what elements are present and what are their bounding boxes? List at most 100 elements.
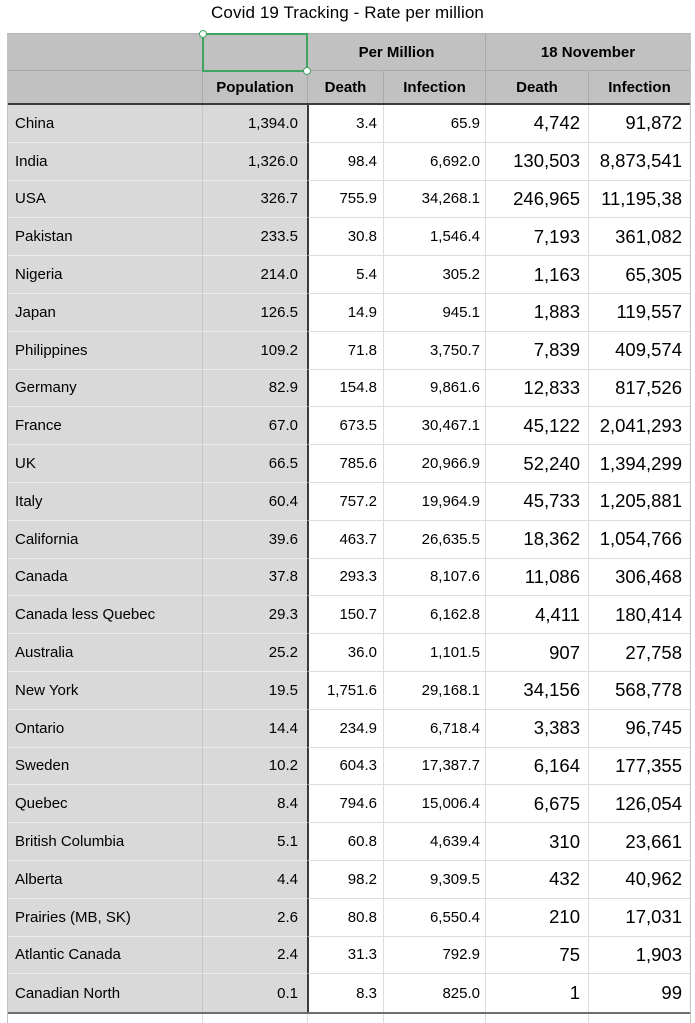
empty-cell[interactable] (202, 1014, 307, 1023)
country-cell[interactable]: Australia (8, 634, 202, 672)
date-group-header[interactable]: 18 November (485, 34, 690, 70)
country-cell[interactable]: Pakistan (8, 218, 202, 257)
pm-infection-cell[interactable]: 945.1 (383, 293, 485, 332)
population-cell[interactable]: 25.2 (202, 634, 307, 672)
nov-infection-cell[interactable]: 8,873,541 (588, 142, 690, 181)
country-cell[interactable]: Japan (8, 293, 202, 332)
nov-death-cell[interactable]: 18,362 (485, 520, 588, 559)
nov-death-cell[interactable]: 310 (485, 823, 588, 861)
country-cell[interactable]: Germany (8, 369, 202, 408)
pm-infection-cell[interactable]: 1,101.5 (383, 634, 485, 672)
population-cell[interactable]: 109.2 (202, 331, 307, 370)
selected-cell-highlight[interactable] (199, 30, 311, 75)
nov-death-cell[interactable]: 4,411 (485, 596, 588, 635)
nov-infection-cell[interactable]: 1,394,299 (588, 445, 690, 483)
nov-death-cell[interactable]: 34,156 (485, 671, 588, 710)
country-cell[interactable]: Italy (8, 482, 202, 521)
country-cell[interactable]: Sweden (8, 747, 202, 786)
nov-infection-cell[interactable]: 568,778 (588, 671, 690, 710)
pm-infection-cell[interactable]: 792.9 (383, 936, 485, 975)
pm-infection-cell[interactable]: 26,635.5 (383, 520, 485, 559)
pm-infection-cell[interactable]: 19,964.9 (383, 482, 485, 521)
nov-infection-cell[interactable]: 119,557 (588, 293, 690, 332)
pm-infection-cell[interactable]: 8,107.6 (383, 558, 485, 597)
country-cell[interactable]: India (8, 142, 202, 181)
country-cell[interactable]: Canada (8, 558, 202, 597)
pm-death-cell[interactable]: 80.8 (307, 898, 383, 937)
pm-infection-column-header[interactable]: Infection (383, 71, 485, 103)
corner-header-cell[interactable] (8, 34, 202, 70)
population-cell[interactable]: 60.4 (202, 482, 307, 521)
country-cell[interactable]: France (8, 407, 202, 446)
pm-death-cell[interactable]: 36.0 (307, 634, 383, 672)
pm-death-cell[interactable]: 757.2 (307, 482, 383, 521)
pm-death-cell[interactable]: 604.3 (307, 747, 383, 786)
population-cell[interactable]: 39.6 (202, 520, 307, 559)
nov-infection-column-header[interactable]: Infection (588, 71, 690, 103)
pm-death-cell[interactable]: 755.9 (307, 180, 383, 219)
nov-infection-cell[interactable]: 1,903 (588, 936, 690, 975)
pm-infection-cell[interactable]: 1,546.4 (383, 218, 485, 257)
nov-death-cell[interactable]: 12,833 (485, 369, 588, 408)
nov-infection-cell[interactable]: 11,195,38 (588, 180, 690, 219)
population-cell[interactable]: 14.4 (202, 709, 307, 748)
selection-handle-bottom-right[interactable] (303, 67, 311, 75)
nov-infection-cell[interactable]: 96,745 (588, 709, 690, 748)
pm-death-cell[interactable]: 98.2 (307, 860, 383, 899)
pm-death-cell[interactable]: 794.6 (307, 785, 383, 824)
pm-infection-cell[interactable]: 6,718.4 (383, 709, 485, 748)
country-cell[interactable]: Canadian North (8, 974, 202, 1013)
nov-infection-cell[interactable]: 180,414 (588, 596, 690, 635)
pm-infection-cell[interactable]: 34,268.1 (383, 180, 485, 219)
pm-infection-cell[interactable]: 9,309.5 (383, 860, 485, 899)
population-cell[interactable]: 1,394.0 (202, 105, 307, 143)
nov-infection-cell[interactable]: 1,205,881 (588, 482, 690, 521)
pm-death-cell[interactable]: 8.3 (307, 974, 383, 1013)
nov-infection-cell[interactable]: 23,661 (588, 823, 690, 861)
pm-infection-cell[interactable]: 825.0 (383, 974, 485, 1013)
pm-infection-cell[interactable]: 17,387.7 (383, 747, 485, 786)
nov-death-cell[interactable]: 75 (485, 936, 588, 975)
nov-death-cell[interactable]: 907 (485, 634, 588, 672)
nov-death-cell[interactable]: 7,839 (485, 331, 588, 370)
nov-death-cell[interactable]: 210 (485, 898, 588, 937)
pm-death-cell[interactable]: 150.7 (307, 596, 383, 635)
pm-death-cell[interactable]: 673.5 (307, 407, 383, 446)
pm-death-cell[interactable]: 98.4 (307, 142, 383, 181)
nov-infection-cell[interactable]: 99 (588, 974, 690, 1013)
nov-death-cell[interactable]: 45,122 (485, 407, 588, 446)
nov-death-cell[interactable]: 246,965 (485, 180, 588, 219)
nov-infection-cell[interactable]: 1,054,766 (588, 520, 690, 559)
population-cell[interactable]: 233.5 (202, 218, 307, 257)
country-cell[interactable]: Canada less Quebec (8, 596, 202, 635)
population-cell[interactable]: 82.9 (202, 369, 307, 408)
per-million-group-header[interactable]: Per Million (307, 34, 485, 70)
nov-death-cell[interactable]: 6,164 (485, 747, 588, 786)
nov-infection-cell[interactable]: 40,962 (588, 860, 690, 899)
nov-death-cell[interactable]: 1 (485, 974, 588, 1013)
pm-infection-cell[interactable]: 29,168.1 (383, 671, 485, 710)
pm-infection-cell[interactable]: 9,861.6 (383, 369, 485, 408)
country-cell[interactable]: USA (8, 180, 202, 219)
pm-infection-cell[interactable]: 6,162.8 (383, 596, 485, 635)
country-cell[interactable]: UK (8, 445, 202, 483)
nov-infection-cell[interactable]: 65,305 (588, 256, 690, 294)
partial-empty-row[interactable] (8, 1014, 690, 1023)
pm-death-cell[interactable]: 3.4 (307, 105, 383, 143)
empty-cell[interactable] (8, 1014, 202, 1023)
pm-death-cell[interactable]: 5.4 (307, 256, 383, 294)
pm-death-column-header[interactable]: Death (307, 71, 383, 103)
population-cell[interactable]: 2.4 (202, 936, 307, 975)
pm-infection-cell[interactable]: 305.2 (383, 256, 485, 294)
nov-infection-cell[interactable]: 361,082 (588, 218, 690, 257)
country-cell[interactable]: New York (8, 671, 202, 710)
nov-death-cell[interactable]: 1,163 (485, 256, 588, 294)
empty-cell[interactable] (383, 1014, 485, 1023)
nov-infection-cell[interactable]: 27,758 (588, 634, 690, 672)
population-cell[interactable]: 126.5 (202, 293, 307, 332)
nov-infection-cell[interactable]: 177,355 (588, 747, 690, 786)
country-cell[interactable]: Quebec (8, 785, 202, 824)
nov-death-cell[interactable]: 6,675 (485, 785, 588, 824)
pm-death-cell[interactable]: 463.7 (307, 520, 383, 559)
country-cell[interactable]: Prairies (MB, SK) (8, 898, 202, 937)
